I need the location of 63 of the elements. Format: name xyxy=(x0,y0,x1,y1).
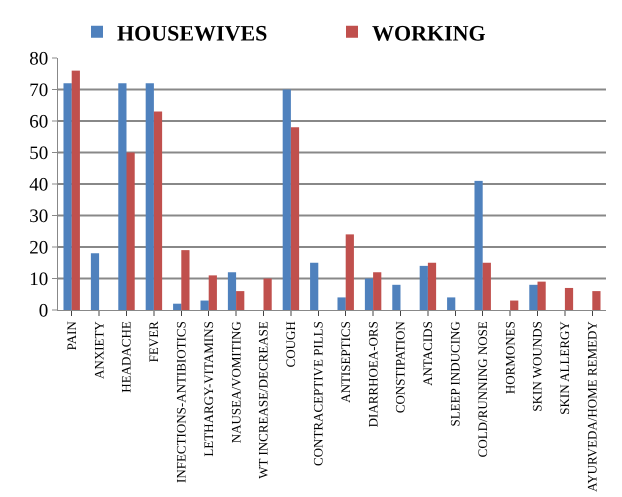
x-tick-label: SLEEP INDUCING xyxy=(448,321,463,427)
bar xyxy=(200,300,209,310)
x-tick-label: NAUSEA/VOMITING xyxy=(228,321,244,444)
bar xyxy=(208,275,217,310)
bar xyxy=(482,262,491,310)
bar xyxy=(228,272,236,310)
bar xyxy=(392,284,400,310)
y-tick-label: 20 xyxy=(29,238,48,259)
y-tick-label: 60 xyxy=(29,112,48,133)
y-tick-label: 30 xyxy=(29,206,48,228)
bar xyxy=(510,300,518,310)
bar xyxy=(154,112,162,310)
bar xyxy=(90,253,100,310)
y-tick-label: 40 xyxy=(29,174,48,196)
bar xyxy=(181,250,190,310)
bar xyxy=(364,278,374,310)
bar xyxy=(290,127,300,310)
bar xyxy=(474,180,483,310)
bar xyxy=(564,288,574,310)
x-tick-label: CONSTIPATION xyxy=(392,320,408,414)
x-tick-label: CONTRACEPTIVE PILLS xyxy=(310,321,326,466)
x-tick-label: SKIN WOUNDS xyxy=(530,321,545,412)
bar xyxy=(447,297,456,310)
bar xyxy=(146,83,154,310)
y-tick-label: 50 xyxy=(29,143,48,164)
x-tick-label: COUGH xyxy=(283,321,298,368)
legend-label: WORKING xyxy=(372,20,486,46)
x-tick-label: INFECTIONS-ANTIBIOTICS xyxy=(174,321,189,483)
y-tick-label: 70 xyxy=(29,80,48,102)
bar xyxy=(236,291,244,310)
y-tick-label: 80 xyxy=(29,48,48,70)
y-tick-label: 0 xyxy=(38,300,48,322)
x-tick-label: ANTISEPTICS xyxy=(338,321,353,403)
bar xyxy=(118,83,126,310)
bar xyxy=(420,266,428,310)
bar xyxy=(529,284,538,310)
x-tick-label: HORMONES xyxy=(502,321,518,394)
x-tick-label: LETHARGY-VITAMINS xyxy=(200,321,216,457)
bar xyxy=(592,291,601,310)
bar xyxy=(428,262,436,310)
x-tick-label: DIARRHOEA-ORS xyxy=(365,321,380,428)
x-tick-label: FEVER xyxy=(146,320,162,362)
bar xyxy=(373,272,382,310)
x-tick-label: WT INCREASE/DECREASE xyxy=(256,321,271,479)
legend-label: HOUSEWIVES xyxy=(117,20,268,46)
bar xyxy=(337,297,346,310)
x-tick-label: HEADACHE xyxy=(118,321,134,393)
bar xyxy=(72,70,80,310)
x-tick-label: AYURVEDA/HOME REMEDY xyxy=(584,320,600,492)
bar xyxy=(282,90,291,310)
bar xyxy=(126,152,135,310)
bar xyxy=(264,278,272,310)
x-tick-label: PAIN xyxy=(64,320,79,350)
bar xyxy=(346,234,354,310)
bar xyxy=(63,83,72,310)
bar xyxy=(310,262,318,310)
x-tick-label: ANXIETY xyxy=(91,320,106,379)
bar xyxy=(538,282,546,310)
bar xyxy=(173,304,182,310)
y-tick-label: 10 xyxy=(29,269,48,290)
x-tick-label: ANTACIDS xyxy=(420,321,436,386)
x-tick-label: SKIN ALLERGY xyxy=(557,320,572,415)
x-tick-label: COLD/RUNNING NOSE xyxy=(474,321,490,458)
